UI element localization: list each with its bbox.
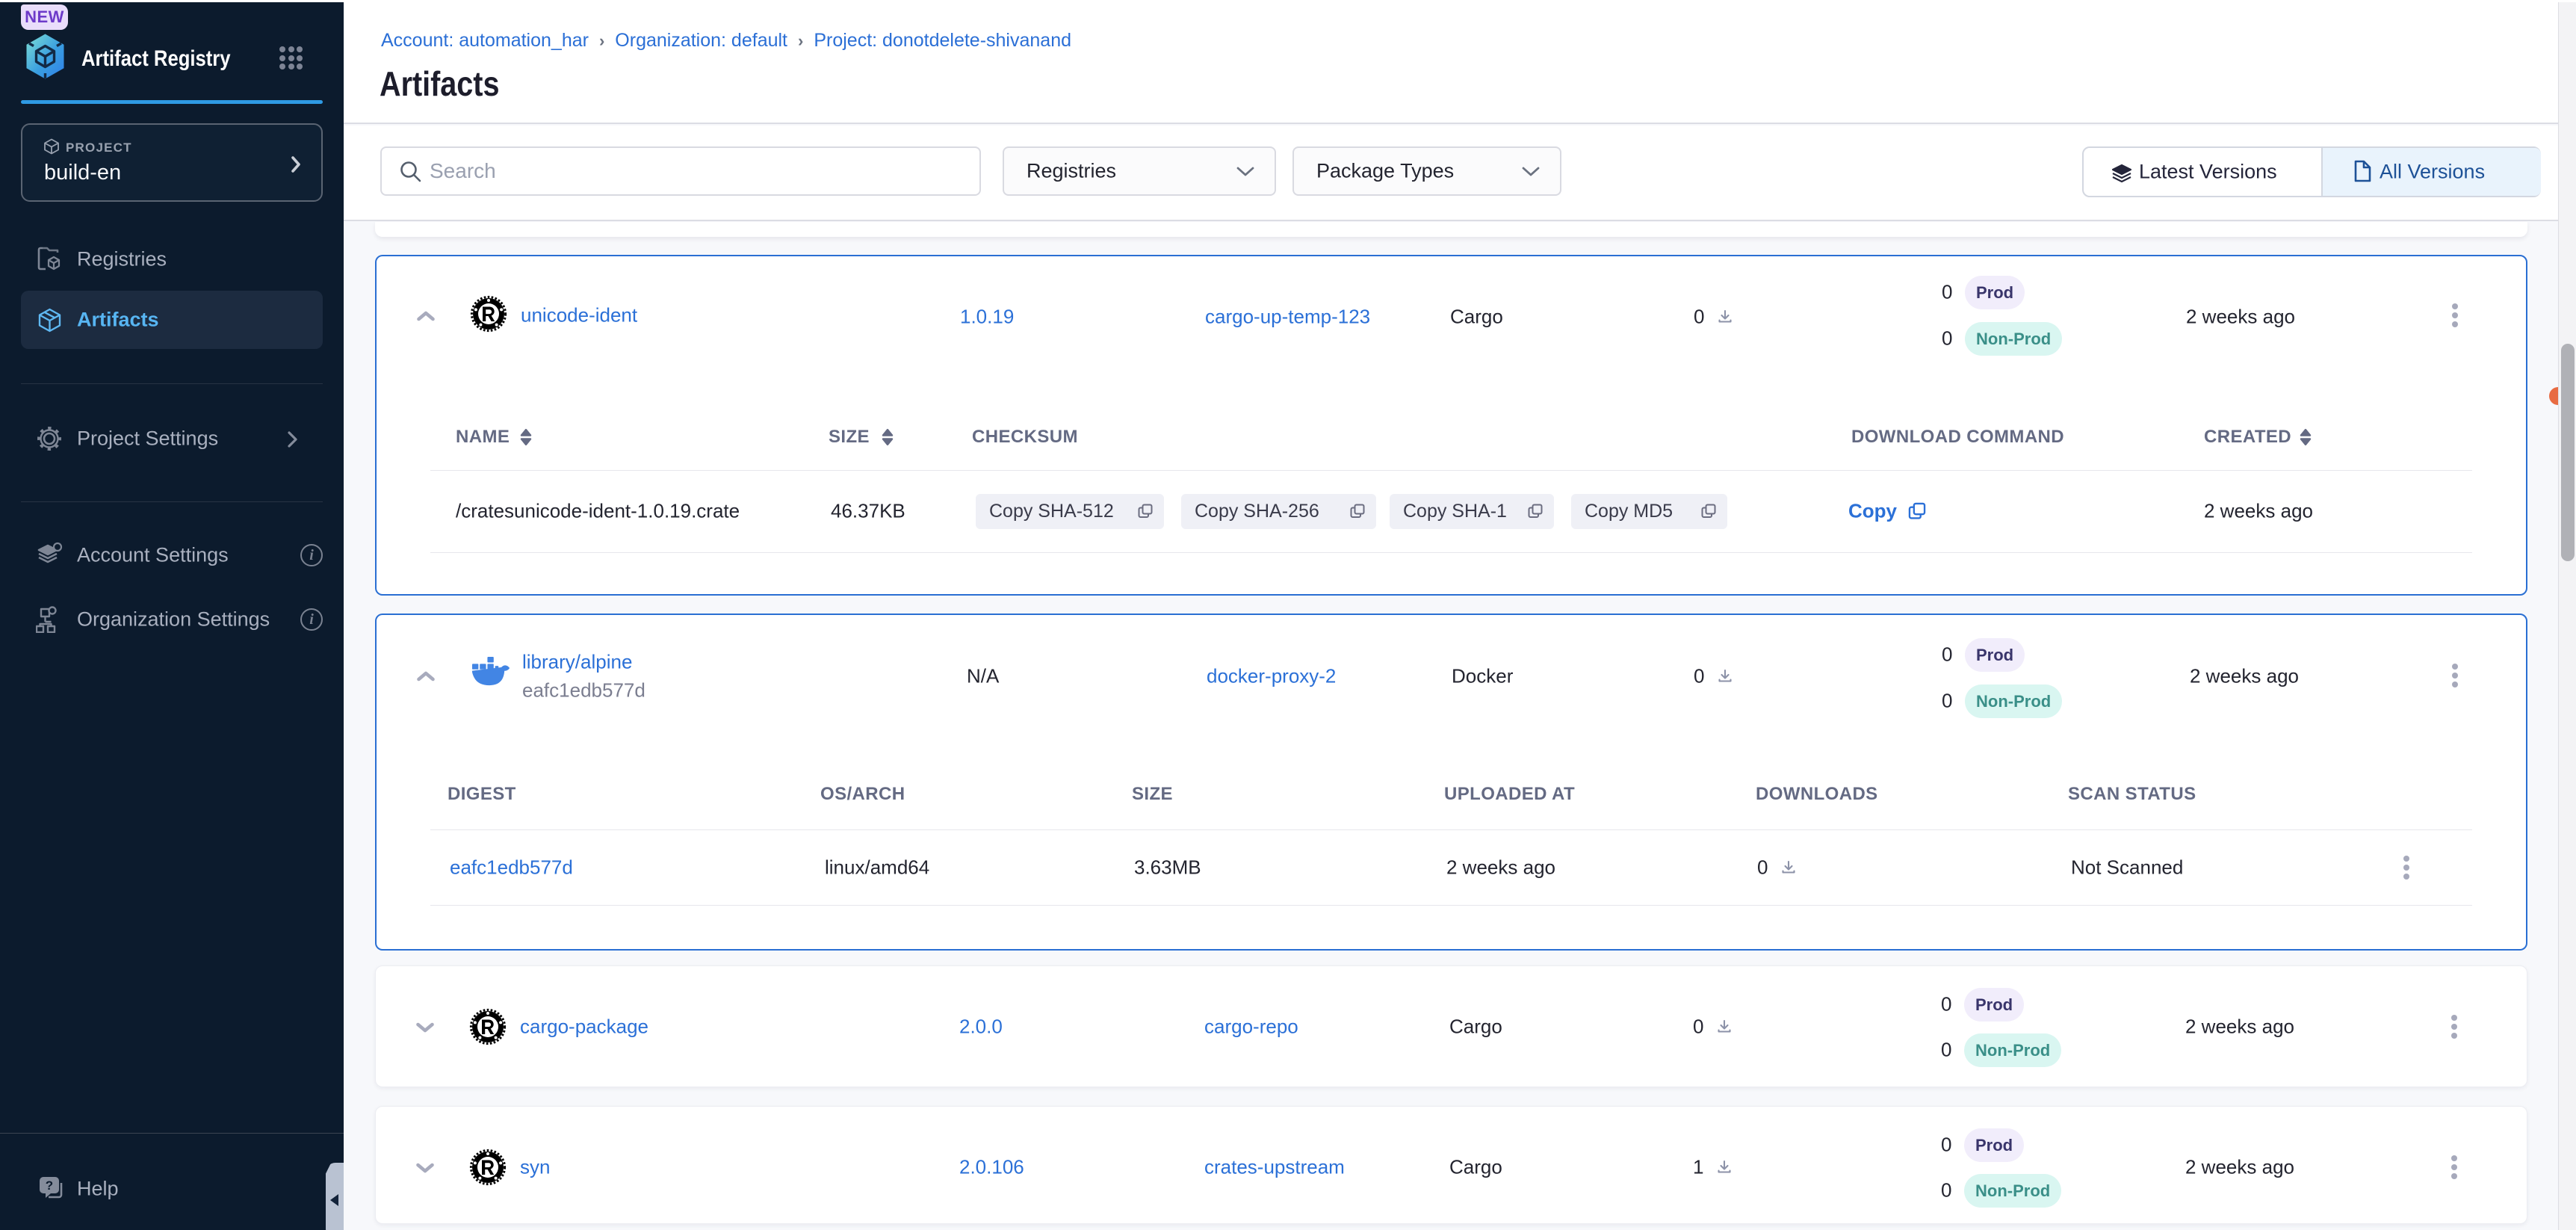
svg-text:?: ?: [46, 1178, 53, 1193]
